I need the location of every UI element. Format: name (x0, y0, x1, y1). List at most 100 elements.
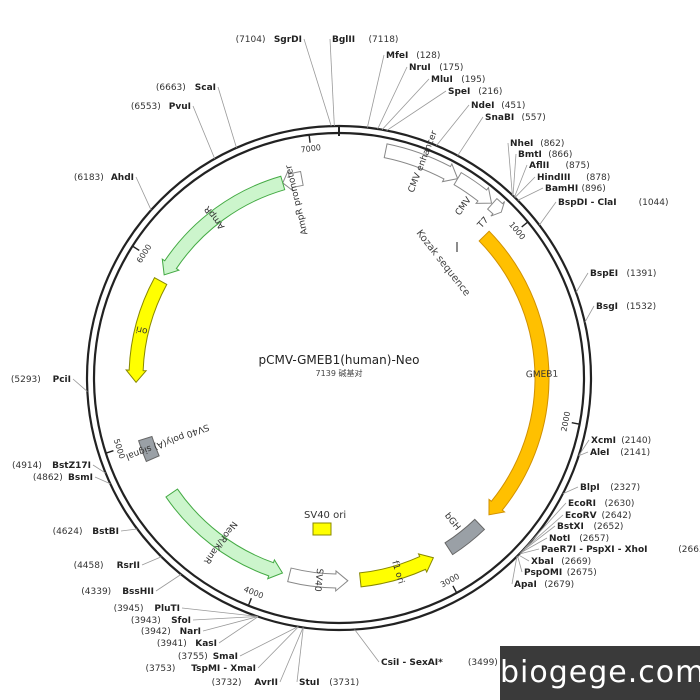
site-name: AvrII (254, 678, 278, 688)
site-blpi: BlpI (2327) (580, 483, 640, 493)
site-leader-line (578, 451, 589, 457)
site-pspomi: PspOMI (2675) (524, 568, 597, 578)
site-mlui: MluI (195) (431, 75, 485, 85)
site-leader-line (522, 514, 564, 551)
inner-ring-line (92, 131, 586, 625)
site-position: (4458) (74, 561, 104, 571)
site-name: BssHII (122, 587, 154, 597)
feature-ori-label: ori (135, 323, 149, 335)
feature-gmeb1: GMEB1 (478, 230, 558, 516)
tick-label: 1000 (507, 220, 527, 241)
site-position: (2675) (567, 568, 597, 578)
site-leader-line (517, 555, 523, 573)
site-position: (175) (439, 63, 463, 73)
feature-t7-label: T7 (475, 215, 491, 231)
site-bstxi: BstXI (2652) (557, 522, 623, 532)
site-leader-line (436, 104, 470, 146)
site-position: (896) (582, 184, 606, 194)
site-noti: NotI (2657) (549, 534, 609, 544)
site-name: BstZ17I (52, 461, 91, 471)
site-leader-line (192, 616, 258, 621)
restriction-site-labels: SgrDI (7104) BglII (7118) MfeI (128) NruI (175)… (11, 35, 700, 688)
site-leader-line (519, 548, 540, 555)
site-name: BmtI (518, 150, 542, 160)
site-bamhi: BamHI (896) (545, 184, 606, 194)
site-aflii: AflII (875) (529, 161, 590, 171)
site-leader-line (366, 54, 385, 128)
site-name: ApaI (514, 580, 537, 590)
feature-sv40-label: SV40 (312, 568, 324, 592)
site-leader-line (578, 439, 590, 456)
feature-gmeb1-label: GMEB1 (526, 370, 558, 381)
site-position: (1532) (626, 302, 656, 312)
kozak-annotation: Kozak sequence (414, 228, 472, 298)
site-name: NheI (510, 139, 533, 149)
site-apai: ApaI (2679) (514, 580, 574, 590)
site-position: (2657) (579, 534, 609, 544)
site-position: (3732) (212, 678, 242, 688)
site-position: (1391) (627, 269, 657, 279)
site-name: SnaBI (485, 113, 514, 123)
site-leader-line (92, 464, 106, 474)
site-name: BlpI (580, 483, 600, 493)
feature-cmv-enhancer-arrow (383, 143, 459, 183)
sv40-ori-label: SV40 ori (304, 510, 346, 521)
site-name: MfeI (386, 51, 408, 61)
site-leader-line (94, 476, 111, 485)
site-leader-line (279, 627, 304, 683)
site-name: BspEI (590, 269, 618, 279)
site-name: AhdI (111, 173, 134, 183)
site-leader-line (520, 525, 556, 553)
site-xbai: XbaI (2669) (531, 557, 591, 567)
tick-label: 6000 (135, 243, 154, 265)
site-name: BsmI (68, 473, 93, 483)
tick-label: 3000 (439, 572, 461, 590)
site-leader-line (329, 38, 335, 127)
site-name: SgrDI (274, 35, 302, 45)
site-name: AflII (529, 161, 549, 171)
site-leader-lines (72, 38, 595, 683)
site-name: BglII (332, 35, 355, 45)
site-leader-line (507, 142, 513, 196)
site-alei: AleI (2141) (590, 448, 650, 458)
site-position: (6553) (131, 102, 161, 112)
site-leader-line (202, 616, 258, 632)
site-leader-line (524, 502, 567, 549)
site-position: (2327) (610, 483, 640, 493)
site-position: (4862) (33, 473, 63, 483)
feature-gmeb1-arrow (478, 230, 550, 516)
site-bsgi: BsgI (1532) (596, 302, 656, 312)
site-leader-line (514, 164, 528, 198)
site-name: EcoRV (565, 511, 597, 521)
site-spei: SpeI (216) (448, 87, 502, 97)
feature-t7-arrow (486, 197, 506, 217)
site-xcmi: XcmI (2140) (591, 436, 651, 446)
site-leader-line (257, 626, 299, 669)
site-position: (2642) (602, 511, 632, 521)
feature-cmv: CMV (453, 171, 493, 218)
site-position: (4624) (53, 527, 83, 537)
site-leader-line (538, 201, 557, 226)
site-position: (6183) (74, 173, 104, 183)
site-position: (2630) (605, 499, 635, 509)
feature-neor-kanr: NeoR/KanR (165, 488, 284, 580)
site-mfei: MfeI (128) (386, 51, 440, 61)
sv40-ori-box (312, 522, 332, 536)
feature-ampr: AmpR (161, 175, 286, 276)
site-leader-line (181, 607, 258, 617)
site-name: PluTI (154, 604, 180, 614)
feature-ori: ori (125, 277, 168, 384)
feature-neor-kanr-arrow (165, 488, 284, 580)
site-position: (2679) (544, 580, 574, 590)
site-leader-line (562, 486, 579, 495)
site-leader-line (217, 86, 237, 148)
tick-mark (308, 134, 311, 143)
site-position: (3499) (468, 658, 498, 668)
site-scai: ScaI (6663) (156, 83, 216, 93)
feature-bgh: bGH (442, 511, 486, 556)
site-name: NdeI (471, 101, 494, 111)
site-position: (7104) (236, 35, 266, 45)
site-position: (3941) (157, 639, 187, 649)
